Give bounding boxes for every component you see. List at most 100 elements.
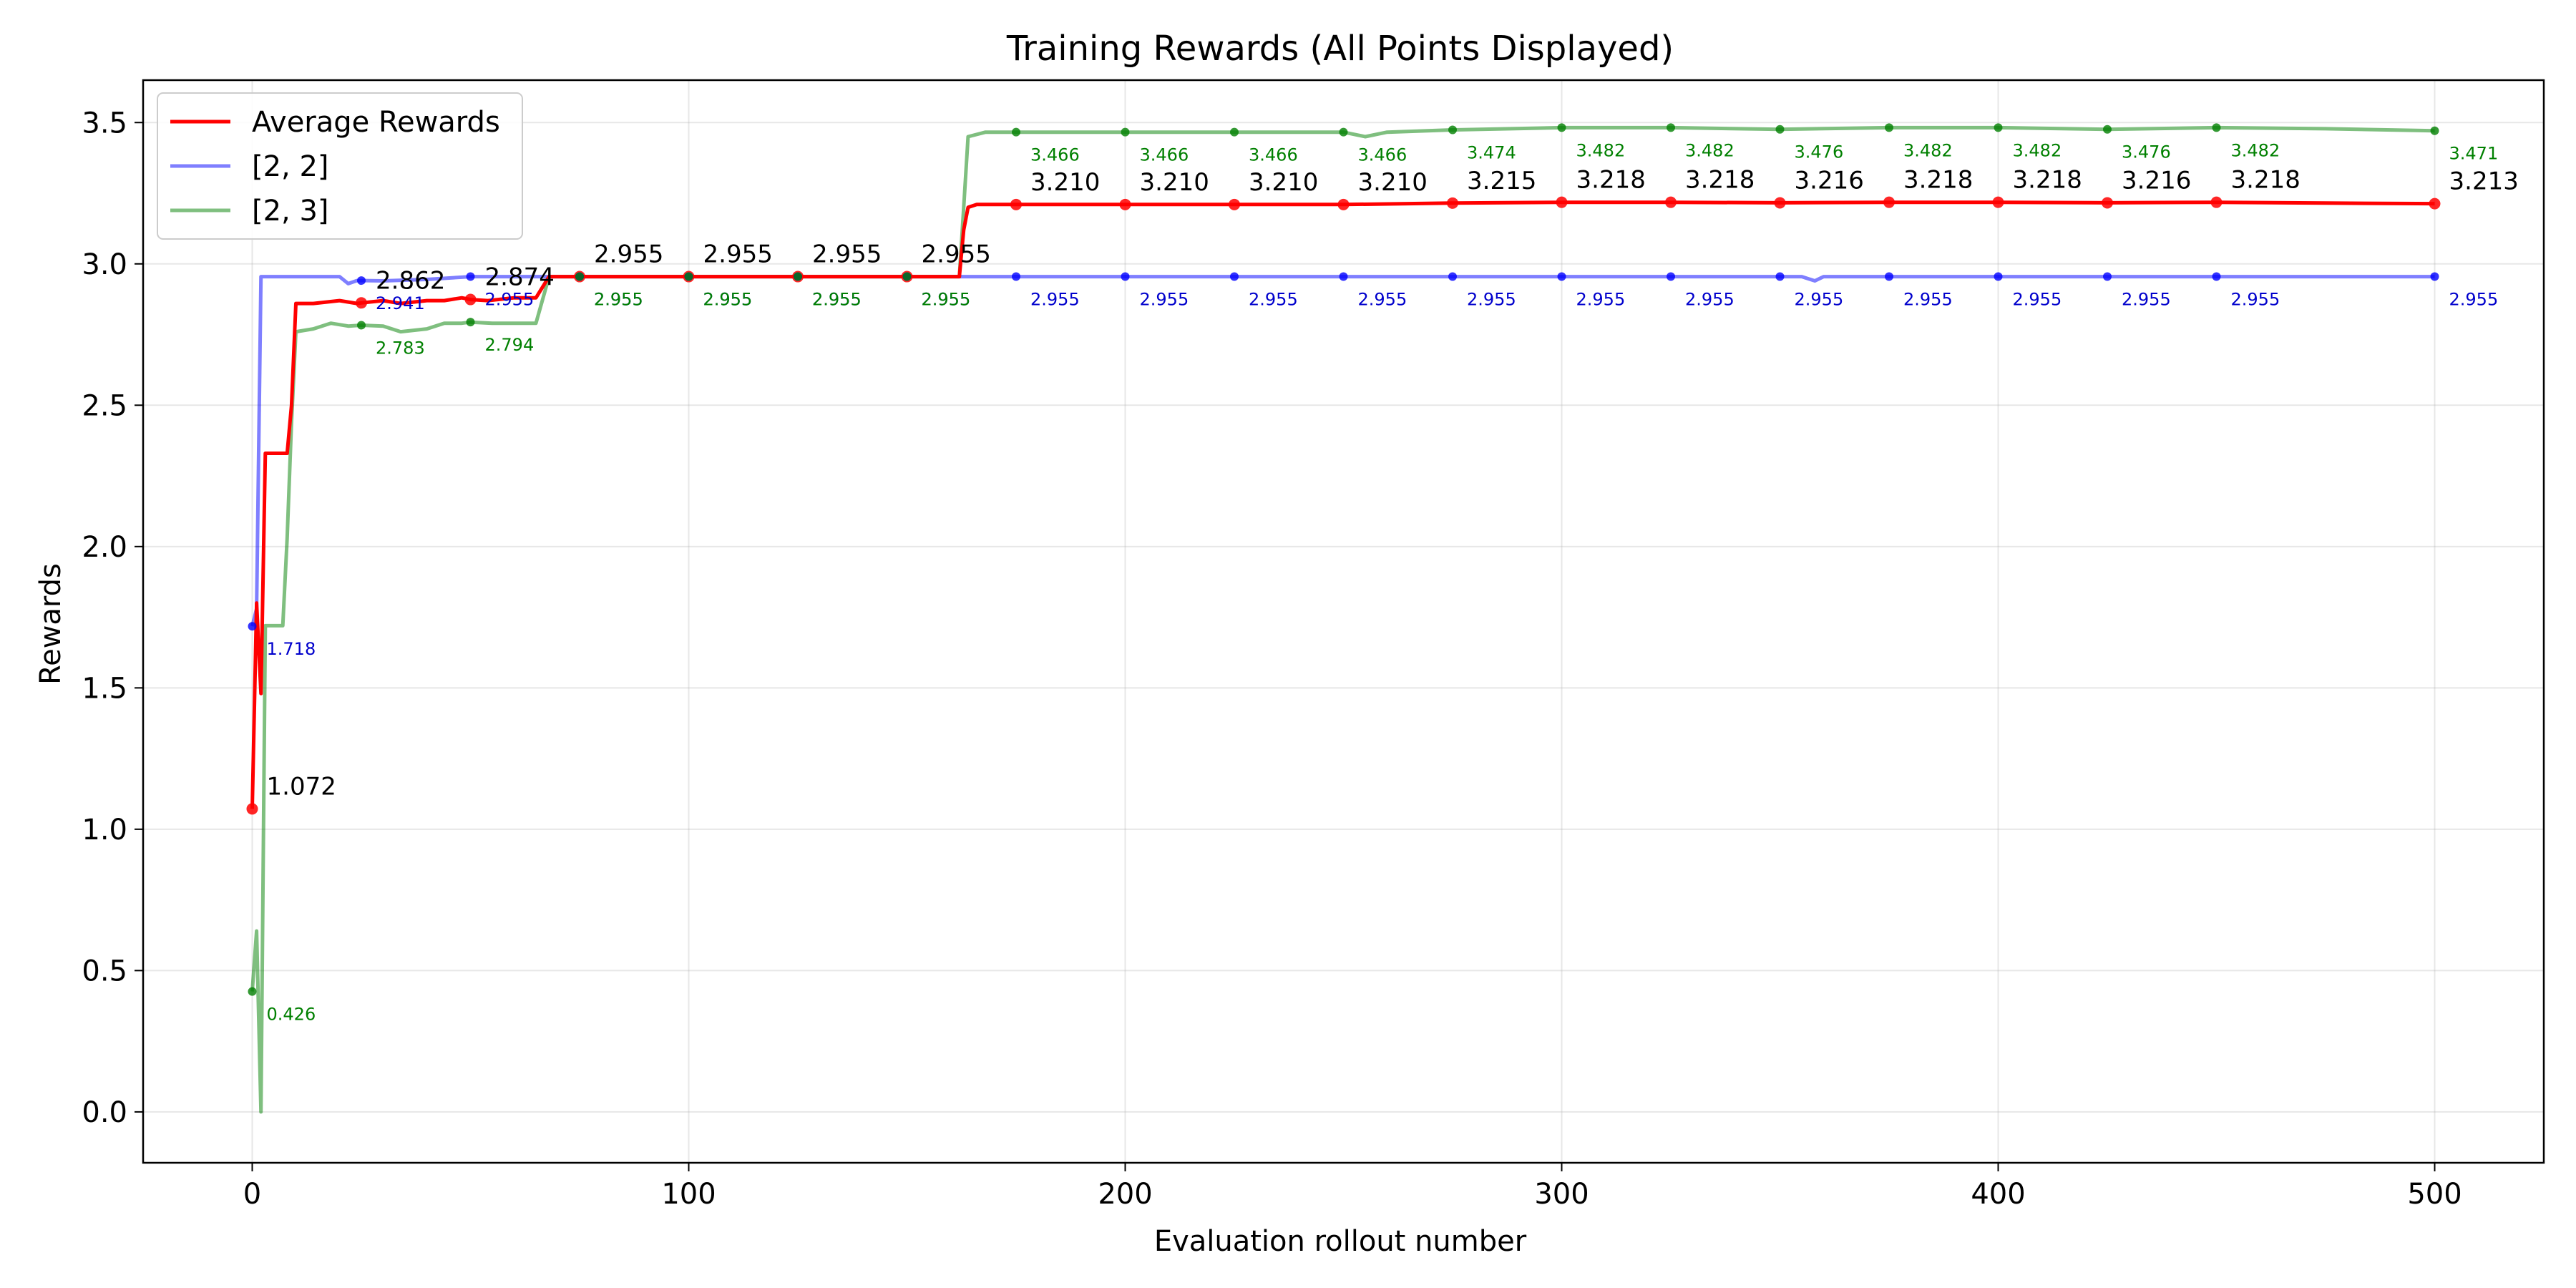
data-point-2: [2430, 126, 2439, 135]
data-point-1: [1885, 272, 1893, 281]
series-2-data-label: 2.794: [485, 335, 535, 355]
legend-box: [157, 92, 523, 240]
series-1-data-label: 2.955: [1795, 290, 1844, 310]
data-point-1: [1448, 272, 1457, 281]
average-data-label: 3.218: [1685, 166, 1755, 195]
series-line-0: [250, 200, 2435, 809]
average-data-label: 3.215: [1467, 167, 1536, 195]
data-point-1: [1121, 272, 1130, 281]
y-tick-label: 0.5: [82, 955, 127, 987]
data-point-1: [1775, 272, 1785, 281]
average-data-label: 2.955: [922, 240, 991, 269]
data-point-2: [2103, 125, 2112, 134]
average-data-label: 3.210: [1249, 168, 1318, 197]
series-2-data-label: 3.466: [1249, 145, 1298, 165]
series-lines: [250, 125, 2435, 1114]
x-tick-label: 300: [1534, 1178, 1589, 1211]
series-2-data-label: 2.955: [922, 290, 971, 310]
data-point-0: [1992, 196, 2004, 208]
data-point-0: [2102, 197, 2113, 209]
series-2-data-label: 3.471: [2449, 144, 2499, 164]
series-1-data-label: 2.955: [2231, 290, 2280, 310]
y-tick-label: 0.0: [82, 1096, 127, 1129]
series-1-data-label: 2.955: [1685, 290, 1735, 310]
average-data-label: 3.216: [2122, 166, 2191, 195]
series-2-data-label: 3.482: [2231, 140, 2280, 160]
data-point-0: [1337, 198, 1350, 210]
series-2-data-label: 2.955: [812, 290, 862, 310]
y-tick-label: 2.5: [82, 389, 127, 422]
average-data-label: 2.955: [594, 240, 663, 269]
series-1-data-label: 2.955: [2013, 290, 2062, 310]
data-point-2: [684, 272, 693, 281]
x-tick-label: 200: [1098, 1178, 1152, 1211]
series-1-data-label: 2.955: [1249, 290, 1298, 310]
x-tick-label: 0: [243, 1178, 261, 1211]
y-tick-label: 3.5: [82, 107, 127, 140]
data-point-2: [1121, 127, 1130, 137]
series-1-data-label: 2.955: [922, 290, 971, 310]
y-axis-title: Rewards: [34, 563, 67, 685]
data-point-1: [2212, 272, 2221, 281]
series-1-data-label: 2.955: [1358, 290, 1407, 310]
data-point-0: [1883, 196, 1895, 208]
x-tick-label: 400: [1971, 1178, 2025, 1211]
data-point-1: [1012, 272, 1020, 281]
average-data-label: 2.874: [485, 263, 555, 292]
series-2-data-label: 2.783: [376, 338, 425, 358]
series-2-data-label: 3.466: [1030, 145, 1080, 165]
series-line-1: [250, 275, 2435, 627]
average-data-label: 1.072: [267, 772, 336, 801]
series-2-data-label: 3.482: [1576, 140, 1626, 160]
data-point-2: [902, 272, 912, 281]
average-data-label: 2.862: [376, 266, 445, 295]
series-1-data-label: 2.955: [1140, 290, 1189, 310]
data-point-1: [466, 272, 475, 281]
data-markers: [246, 123, 2441, 996]
average-data-label: 2.955: [812, 240, 882, 269]
series-2-data-label: 3.482: [2013, 140, 2062, 160]
axes: 0 100 200 300 400 500 0.0 0.5 1.0 1.5 2.0 2.5 3.0 3.5: [82, 107, 2462, 1211]
legend-label-0: Average Rewards: [252, 106, 500, 139]
series-1-data-label: 2.955: [485, 290, 535, 310]
data-point-2: [1994, 123, 2003, 132]
data-point-1: [2103, 272, 2112, 281]
series-1-data-label: 2.955: [1576, 290, 1626, 310]
series-1-data-label: 2.955: [1903, 290, 1953, 310]
series-1-data-label: 2.955: [1467, 290, 1516, 310]
average-data-label: 3.218: [2013, 166, 2082, 195]
data-point-1: [1557, 272, 1566, 281]
legend: Average Rewards [2, 2] [2, 3]: [157, 92, 523, 240]
data-point-2: [1012, 127, 1020, 137]
average-data-label: 3.210: [1140, 168, 1209, 197]
series-2-data-label: 3.476: [2122, 142, 2171, 162]
data-point-1: [1994, 272, 2003, 281]
average-data-label: 3.213: [2449, 167, 2519, 196]
grid-lines: [143, 80, 2544, 1163]
plot-area-frame: [142, 79, 2545, 1164]
series-1-data-label: 2.955: [1030, 290, 1080, 310]
data-point-2: [1448, 125, 1457, 135]
data-point-2: [248, 987, 257, 996]
series-1-data-label: 2.955: [2449, 290, 2499, 310]
data-point-0: [2429, 197, 2441, 210]
data-point-0: [356, 297, 367, 309]
series-2-data-label: 2.955: [594, 290, 643, 310]
data-point-0: [1229, 198, 1240, 210]
data-point-2: [357, 321, 366, 330]
series-2-data-label: 0.426: [267, 1005, 316, 1025]
data-point-1: [2430, 272, 2439, 281]
data-point-0: [2210, 196, 2223, 208]
average-data-label: 3.210: [1030, 168, 1100, 197]
average-data-label: 3.216: [1795, 166, 1864, 195]
data-point-2: [794, 272, 802, 281]
data-point-0: [1556, 196, 1568, 208]
data-point-2: [2212, 123, 2221, 132]
series-2-data-label: 3.476: [1795, 142, 1844, 162]
y-tick-label: 3.0: [82, 248, 127, 281]
data-point-2: [575, 272, 584, 281]
data-point-0: [1447, 197, 1458, 209]
series-2-data-label: 2.955: [703, 290, 753, 310]
